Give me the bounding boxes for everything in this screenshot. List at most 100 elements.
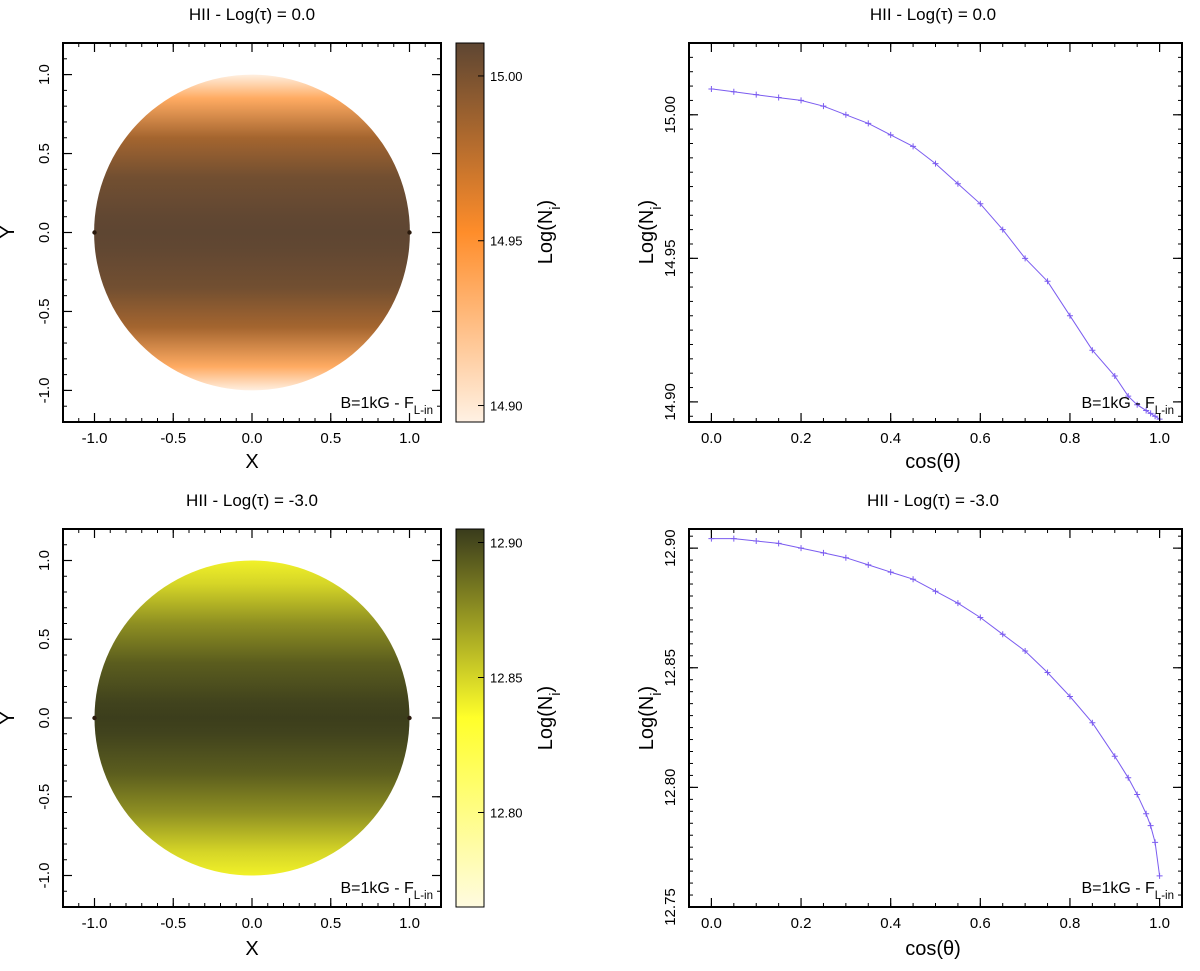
data-point <box>1134 401 1141 408</box>
data-point <box>1152 839 1159 846</box>
y-tick-label: 0.0 <box>36 222 53 243</box>
x-tick-label: 1.0 <box>399 915 420 932</box>
y-tick-label: 0.5 <box>36 143 53 164</box>
y-tick-label: 12.80 <box>662 769 679 807</box>
field-annotation: B=1kG - FL-in <box>340 880 433 902</box>
x-tick-label: 0.6 <box>970 915 991 932</box>
x-tick-label: -1.0 <box>82 915 108 932</box>
y-axis-label: Y <box>0 225 19 238</box>
data-point <box>999 631 1006 638</box>
data-point <box>820 103 827 110</box>
disk-limb-point <box>92 230 97 235</box>
plot-frame <box>688 528 1183 908</box>
data-point <box>775 540 782 547</box>
x-tick-label: 0.4 <box>880 915 901 932</box>
data-point <box>1022 255 1029 262</box>
colorbar <box>455 42 485 423</box>
colorbar-tick-label: 12.85 <box>490 671 523 686</box>
y-tick-label: -0.5 <box>36 784 53 810</box>
x-tick-label: 0.2 <box>791 915 812 932</box>
panel-top-left: HII - Log(τ) = 0.0 14.90 14.95 15.00 Log(Ni)… <box>0 5 564 473</box>
data-point <box>820 549 827 556</box>
panel-top-right: HII - Log(τ) = 0.0 0.0 0.2 0.4 0.6 0.8 1.0 14.9… <box>636 5 1183 473</box>
data-point <box>1147 410 1154 417</box>
data-point <box>708 85 715 92</box>
data-point <box>910 143 917 150</box>
colorbar-tick-label: 12.90 <box>490 536 523 551</box>
data-point <box>730 88 737 95</box>
x-tick-label: 0.5 <box>320 430 341 447</box>
y-tick-label: 15.00 <box>662 96 679 134</box>
panel-bottom-left: HII - Log(τ) = -3.0 12.80 12.85 12.90 Log(Ni… <box>0 491 564 960</box>
data-point <box>1089 347 1096 354</box>
x-axis-label: X <box>245 938 258 960</box>
colorbar-tick-label: 14.90 <box>490 399 523 414</box>
x-tick-label: 0.0 <box>701 915 722 932</box>
y-axis-label: Log(Ni) <box>636 686 665 750</box>
stellar-disk-map <box>94 74 410 391</box>
x-tick-label: 0.8 <box>1060 915 1081 932</box>
y-tick-label: -1.0 <box>36 863 53 889</box>
y-tick-label: 1.0 <box>36 550 53 571</box>
field-annotation: B=1kG - FL-in <box>340 395 433 417</box>
data-point <box>954 180 961 187</box>
data-point <box>1044 669 1051 676</box>
data-point <box>887 569 894 576</box>
data-point <box>1066 312 1073 319</box>
y-tick-label: 0.5 <box>36 629 53 650</box>
data-point <box>977 614 984 621</box>
data-point <box>865 120 872 127</box>
chart-title: HII - Log(τ) = 0.0 <box>870 5 996 24</box>
colorbar-label: Log(Ni) <box>535 200 564 264</box>
colorbar <box>455 528 485 908</box>
x-axis-label: X <box>245 451 258 473</box>
data-point <box>910 576 917 583</box>
x-tick-label: 1.0 <box>399 430 420 447</box>
data-point <box>842 111 849 118</box>
y-tick-label: 0.0 <box>36 708 53 729</box>
disk-limb-point <box>407 230 412 235</box>
x-tick-label: 1.0 <box>1149 915 1170 932</box>
chart-title: HII - Log(τ) = -3.0 <box>867 491 999 510</box>
disk-limb-point <box>407 715 412 721</box>
data-point <box>753 91 760 98</box>
y-axis-label: Y <box>0 711 19 724</box>
data-point <box>730 535 737 542</box>
field-annotation: B=1kG - FL-in <box>1081 880 1174 902</box>
x-tick-label: 0.0 <box>242 915 263 932</box>
chart-title: HII - Log(τ) = -3.0 <box>186 491 318 510</box>
data-point <box>1111 373 1118 380</box>
data-point <box>999 226 1006 233</box>
x-tick-label: 0.0 <box>242 430 263 447</box>
panel-bottom-right: HII - Log(τ) = -3.0 0.0 0.2 0.4 0.6 0.8 1.0 12.… <box>636 491 1183 960</box>
x-tick-label: -0.5 <box>160 915 186 932</box>
colorbar-tick-label: 12.80 <box>490 806 523 821</box>
x-tick-label: 0.2 <box>791 430 812 447</box>
data-point <box>1044 278 1051 285</box>
data-point <box>1111 753 1118 760</box>
x-axis-label: cos(θ) <box>905 451 961 473</box>
data-point <box>1143 810 1150 817</box>
data-point <box>1125 393 1132 400</box>
x-tick-label: 0.6 <box>970 430 991 447</box>
y-tick-label: 14.95 <box>662 240 679 278</box>
data-point <box>932 160 939 167</box>
data-point <box>1125 774 1132 781</box>
y-tick-label: -1.0 <box>36 377 53 403</box>
data-point <box>1156 872 1163 879</box>
disk-limb-point <box>92 715 97 721</box>
data-point <box>887 131 894 138</box>
data-point <box>954 600 961 607</box>
data-point <box>1022 648 1029 655</box>
stellar-disk-map <box>94 560 410 876</box>
data-point <box>798 97 805 104</box>
series-line <box>711 88 1160 420</box>
y-tick-label: 14.90 <box>662 383 679 421</box>
data-point <box>977 200 984 207</box>
data-point <box>1066 693 1073 700</box>
data-point <box>865 561 872 568</box>
x-tick-label: 0.4 <box>880 430 901 447</box>
y-tick-label: -0.5 <box>36 299 53 325</box>
data-point <box>1134 791 1141 798</box>
